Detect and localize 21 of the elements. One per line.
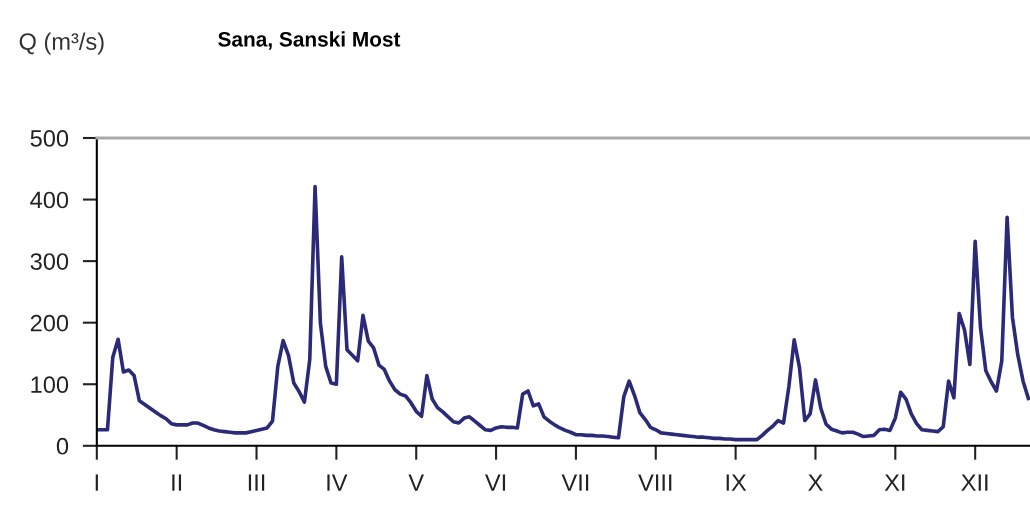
y-tick-label: 400 bbox=[30, 191, 69, 209]
x-tick-label: VI bbox=[485, 474, 506, 491]
x-tick-label: VII bbox=[561, 474, 589, 491]
x-tick-label: V bbox=[408, 474, 424, 491]
x-tick-label: X bbox=[808, 474, 823, 491]
x-tick-label: XI bbox=[884, 474, 905, 491]
y-axis-title: Q (m³/s) bbox=[19, 32, 104, 55]
y-tick-label: 100 bbox=[31, 376, 69, 394]
y-tick-label: 300 bbox=[30, 253, 69, 270]
x-tick-label: XII bbox=[961, 474, 988, 491]
y-tick-label: 200 bbox=[30, 314, 69, 332]
x-tick-label: VIII bbox=[638, 474, 672, 491]
x-tick-label: IV bbox=[327, 474, 348, 491]
x-tick-label: IX bbox=[726, 474, 747, 491]
chart-title: Sana, Sanski Most bbox=[218, 31, 401, 50]
y-tick-label: 500 bbox=[30, 130, 69, 147]
x-tick-label: I bbox=[95, 474, 98, 491]
x-tick-label: III bbox=[248, 474, 265, 491]
line-series bbox=[96, 184, 1030, 442]
x-tick-label: II bbox=[172, 474, 182, 491]
y-tick-label: 0 bbox=[56, 437, 69, 455]
